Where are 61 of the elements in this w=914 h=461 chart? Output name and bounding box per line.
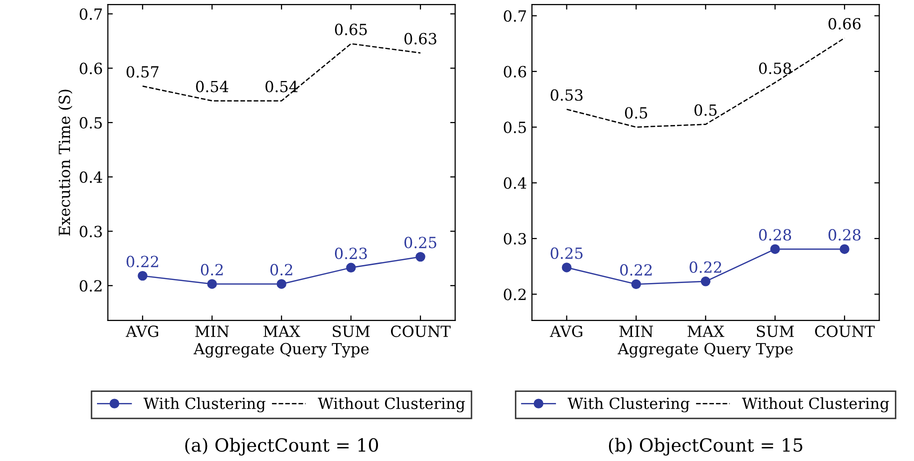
legend-label: With Clustering: [568, 397, 690, 412]
data-label: 0.54: [266, 80, 298, 92]
data-label: 0.2: [200, 264, 223, 276]
data-label: 0.57: [126, 66, 158, 78]
legend-label: Without Clustering: [742, 397, 890, 412]
data-label: 0.66: [828, 18, 861, 30]
y-tick-label: 0.7: [80, 8, 102, 20]
data-label: 0.54: [196, 80, 228, 92]
data-label: 0.5: [694, 104, 717, 116]
y-axis-title: Execution Time (S): [58, 90, 72, 236]
y-tick-label: 0.4: [80, 171, 102, 183]
point: [700, 276, 710, 286]
y-tick-label: 0.7: [504, 10, 526, 22]
point: [840, 244, 850, 254]
data-label: 0.65: [334, 24, 367, 36]
point: [346, 262, 356, 273]
data-label: 0.22: [690, 261, 722, 273]
x-axis-title: Aggregate Query Type: [618, 342, 793, 358]
y-tick-label: 0.5: [80, 117, 102, 129]
data-label: 0.2: [270, 264, 292, 276]
point: [207, 279, 217, 289]
data-label: 0.53: [550, 89, 583, 101]
point: [562, 262, 572, 272]
point: [416, 252, 426, 262]
point: [276, 279, 286, 289]
x-tick-label: MAX: [263, 326, 300, 337]
data-label: 0.25: [404, 236, 436, 248]
y-tick-label: 0.3: [504, 232, 526, 245]
legend-label: Without Clustering: [318, 397, 465, 412]
data-label: 0.23: [334, 248, 367, 260]
x-tick-label: COUNT: [815, 326, 875, 338]
y-tick-label: 0.4: [504, 177, 526, 189]
data-label: 0.28: [828, 229, 861, 241]
data-label: 0.58: [759, 62, 792, 74]
x-tick-label: SUM: [756, 326, 794, 338]
data-label: 0.5: [625, 107, 648, 119]
legend-label: With Clustering: [144, 397, 266, 412]
x-tick-label: MAX: [688, 326, 724, 337]
text: (a) ObjectCount = 10: [185, 438, 378, 456]
data-label: 0.25: [550, 247, 583, 259]
y-tick-label: 0.6: [504, 66, 526, 78]
y-tick-label: 0.2: [504, 288, 526, 300]
data-label: 0.63: [404, 32, 436, 44]
point: [138, 270, 148, 281]
y-tick-label: 0.5: [504, 122, 526, 134]
x-tick-label: COUNT: [390, 326, 451, 338]
x-tick-label: MIN: [619, 326, 653, 338]
y-tick-label: 0.3: [80, 226, 102, 238]
x-tick-label: AVG: [550, 326, 582, 338]
x-axis-title: Aggregate Query Type: [194, 342, 369, 358]
data-label: 0.28: [759, 229, 792, 241]
text: (b) ObjectCount = 15: [608, 438, 802, 456]
point: [770, 244, 780, 254]
x-tick-label: SUM: [332, 326, 370, 338]
data-label: 0.22: [126, 256, 158, 268]
x-tick-label: MIN: [195, 326, 229, 338]
y-tick-label: 0.2: [80, 280, 102, 292]
y-tick-label: 0.6: [80, 62, 102, 74]
point: [631, 279, 642, 290]
x-tick-label: AVG: [126, 326, 158, 338]
data-label: 0.22: [620, 264, 652, 276]
